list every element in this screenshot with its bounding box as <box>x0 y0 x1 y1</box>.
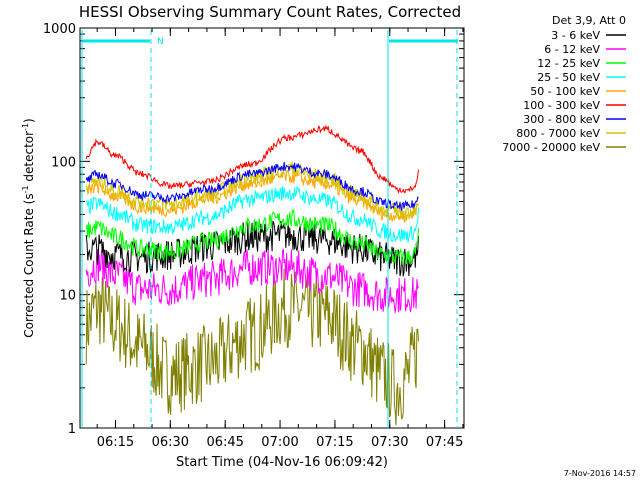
series-line <box>85 208 419 265</box>
legend-label: 100 - 300 keV <box>523 99 600 112</box>
legend-label: 12 - 25 keV <box>537 57 600 70</box>
y-axis-label-part-1: Corrected Count Rate (s <box>22 193 36 337</box>
series-line <box>85 185 419 243</box>
axis-ticks: 06:15 06:30 06:45 07:00 07:15 07:30 07:45 1 10 10… <box>43 22 464 450</box>
y-tick-label: 1 <box>68 422 76 437</box>
x-tick-label: 07:30 <box>371 435 408 450</box>
x-tick-label: 07:00 <box>261 435 298 450</box>
footer-date: 7-Nov-2016 14:57 <box>564 469 636 478</box>
series-line <box>85 268 419 426</box>
series-line <box>85 161 419 211</box>
series-curves <box>85 124 419 426</box>
y-tick-label: 10 <box>59 289 76 304</box>
legend-label: 800 - 7000 keV <box>516 127 600 140</box>
y-axis-label: Corrected Count Rate (s-1 detector-1) <box>21 118 36 337</box>
x-tick-label: 06:15 <box>97 435 134 450</box>
legend-label: 7000 - 20000 keV <box>502 141 600 154</box>
legend-label: 6 - 12 keV <box>544 43 600 56</box>
series-line <box>85 124 419 195</box>
x-tick-label: 07:45 <box>426 435 463 450</box>
x-tick-label: 06:30 <box>152 435 189 450</box>
legend-label: 25 - 50 keV <box>537 71 600 84</box>
series-line <box>85 248 419 314</box>
y-axis-label-sup-1: -1 <box>21 185 30 193</box>
x-tick-label: 07:15 <box>316 435 353 450</box>
plot-frame <box>79 27 465 429</box>
y-axis-label-sup-2: -1 <box>21 123 30 131</box>
chart-title: HESSI Observing Summary Count Rates, Cor… <box>79 3 461 21</box>
x-tick-label: 06:45 <box>206 435 243 450</box>
plot-area: 06:15 06:30 06:45 07:00 07:15 07:30 07:45 1 10 10… <box>43 22 465 450</box>
y-tick-label: 1000 <box>43 22 76 37</box>
x-axis-label: Start Time (04-Nov-16 06:09:42) <box>176 455 388 470</box>
y-axis-label-part-3: ) <box>22 118 36 123</box>
legend-label: 300 - 800 keV <box>523 113 600 126</box>
y-tick-label: 100 <box>51 155 76 170</box>
legend-label: 50 - 100 keV <box>530 85 600 98</box>
n-marker: N <box>157 37 164 47</box>
y-axis-label-part-2: detector <box>22 131 36 186</box>
legend-title: Det 3,9, Att 0 <box>552 14 626 27</box>
series-line <box>85 220 419 277</box>
flag-overlays: N <box>81 30 458 428</box>
legend-label: 3 - 6 keV <box>551 29 600 42</box>
